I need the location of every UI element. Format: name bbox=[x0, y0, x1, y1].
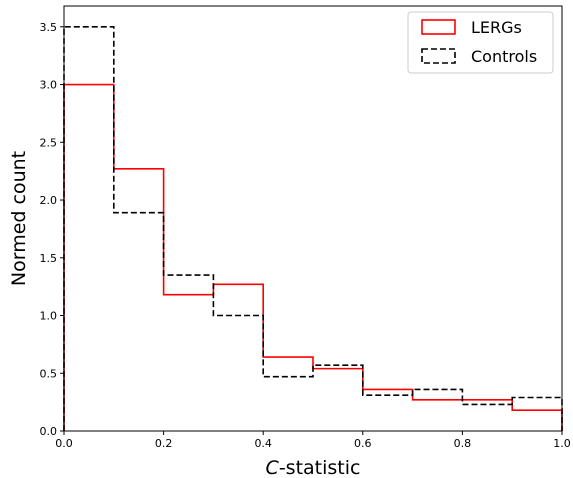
bar-lergs-0 bbox=[64, 85, 114, 431]
y-tick-label: 2.5 bbox=[40, 136, 58, 149]
x-tick-label: 0.4 bbox=[254, 437, 272, 450]
bar-controls-5 bbox=[313, 365, 363, 431]
bar-controls-9 bbox=[512, 398, 562, 431]
bar-controls-0 bbox=[64, 27, 114, 431]
bar-lergs-9 bbox=[512, 410, 562, 431]
plot-frame bbox=[63, 5, 563, 432]
legend-swatch-controls bbox=[421, 48, 456, 64]
x-axis-label-rest: -statistic bbox=[279, 457, 361, 478]
bar-controls-7 bbox=[413, 389, 463, 431]
legend-label-lergs: LERGs bbox=[471, 18, 522, 37]
bar-controls-2 bbox=[164, 275, 214, 431]
x-tick-label: 0.6 bbox=[354, 437, 372, 450]
bar-controls-4 bbox=[263, 377, 313, 431]
bar-lergs-1 bbox=[114, 169, 164, 431]
y-tick-label: 0.5 bbox=[40, 367, 58, 380]
y-tick-label: 1.0 bbox=[40, 310, 58, 323]
y-tick-label: 3.5 bbox=[40, 21, 58, 34]
bar-lergs-8 bbox=[462, 400, 512, 431]
bar-lergs-7 bbox=[413, 400, 463, 431]
legend: LERGs Controls bbox=[407, 11, 554, 74]
x-axis-label-italic: C bbox=[266, 457, 280, 478]
legend-swatch-lergs bbox=[421, 19, 456, 35]
y-tick-label: 0.0 bbox=[40, 425, 58, 438]
x-tick-label: 0.0 bbox=[55, 437, 73, 450]
bar-lergs-3 bbox=[213, 284, 263, 431]
legend-label-controls: Controls bbox=[471, 47, 537, 66]
series-lergs-step bbox=[63, 83, 563, 431]
bar-controls-1 bbox=[114, 213, 164, 431]
y-axis-label: Normed count bbox=[8, 151, 30, 286]
y-tick-label: 3.0 bbox=[40, 79, 58, 92]
series-controls-step bbox=[63, 25, 563, 431]
x-tick-label: 1.0 bbox=[553, 437, 571, 450]
axis-ticks: 0.0 0.2 0.4 0.6 0.8 1.0 0.0 0.5 1.0 1.5 2.0 2.5 3.0 3… bbox=[40, 21, 571, 450]
bar-lergs-5 bbox=[313, 369, 363, 431]
x-tick-label: 0.2 bbox=[155, 437, 173, 450]
x-axis-label: C-statistic bbox=[266, 457, 361, 478]
x-tick-label: 0.8 bbox=[454, 437, 472, 450]
y-tick-label: 1.5 bbox=[40, 252, 58, 265]
legend-box bbox=[407, 11, 554, 74]
bar-controls-6 bbox=[363, 395, 413, 431]
series-layer bbox=[63, 25, 563, 431]
y-tick-label: 2.0 bbox=[40, 194, 58, 207]
bar-controls-3 bbox=[213, 316, 263, 431]
bar-lergs-2 bbox=[164, 295, 214, 431]
bar-controls-8 bbox=[462, 404, 512, 431]
bar-lergs-4 bbox=[263, 357, 313, 431]
